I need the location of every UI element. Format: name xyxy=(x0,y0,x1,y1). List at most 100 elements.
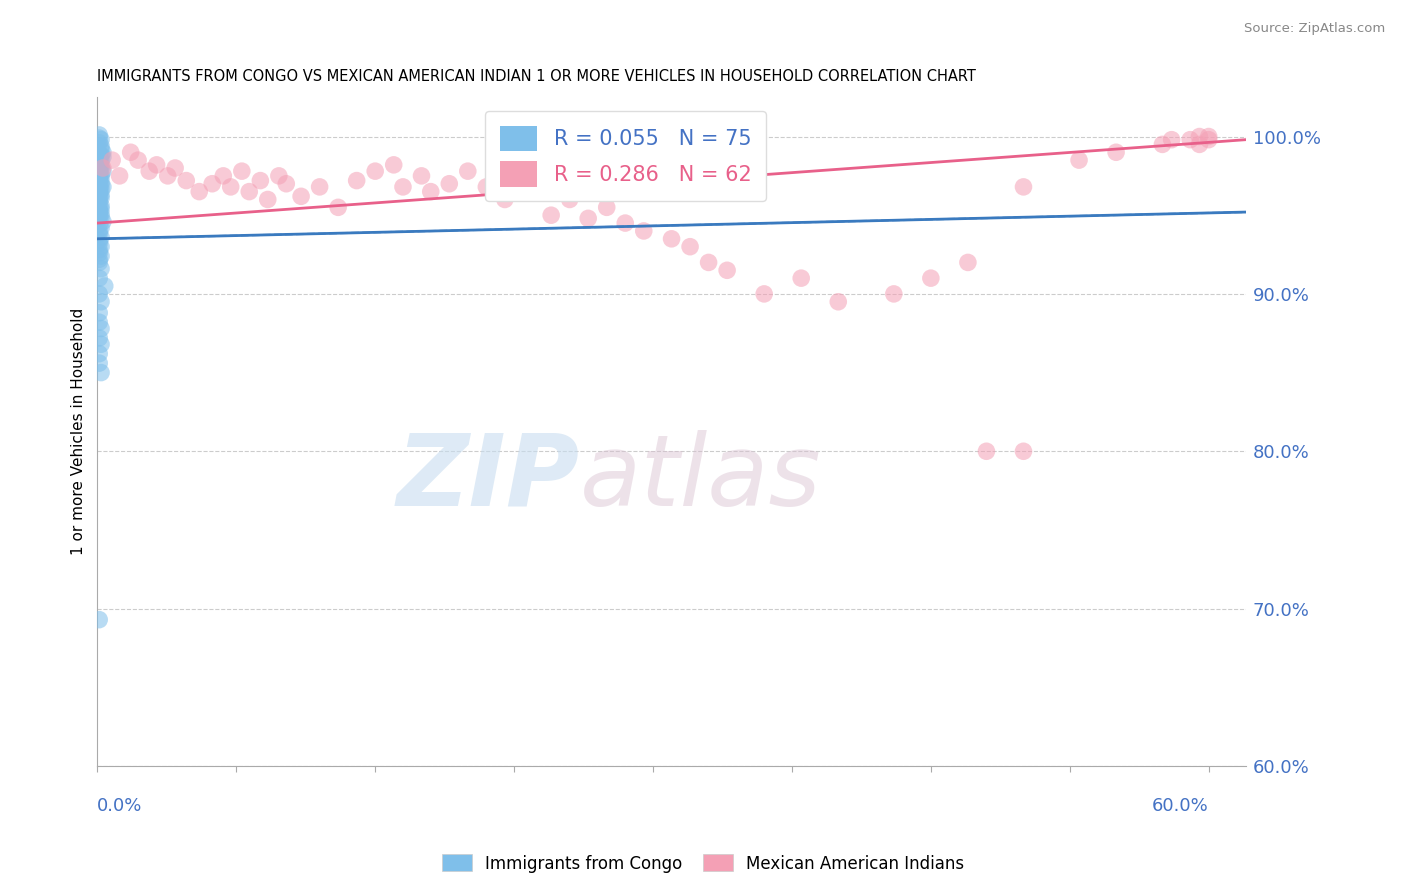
Point xyxy=(89,211,111,226)
Point xyxy=(91,180,114,194)
Point xyxy=(1067,153,1090,168)
Point xyxy=(883,286,905,301)
Point xyxy=(90,153,112,168)
Point xyxy=(89,331,111,345)
Point xyxy=(90,199,112,213)
Point xyxy=(576,211,599,226)
Point xyxy=(89,255,111,269)
Point xyxy=(89,173,111,187)
Point xyxy=(89,243,111,257)
Point xyxy=(522,173,544,187)
Point xyxy=(439,177,461,191)
Point xyxy=(457,164,479,178)
Point xyxy=(89,200,111,214)
Point xyxy=(89,185,111,199)
Point xyxy=(156,169,179,183)
Point xyxy=(633,224,655,238)
Point xyxy=(90,294,112,309)
Point xyxy=(976,444,998,458)
Point xyxy=(267,169,290,183)
Point xyxy=(89,193,111,207)
Point xyxy=(90,133,112,147)
Point xyxy=(419,185,441,199)
Point xyxy=(89,186,111,201)
Point xyxy=(89,271,111,285)
Point xyxy=(1188,137,1211,152)
Point xyxy=(90,158,112,172)
Point xyxy=(94,279,117,293)
Point xyxy=(89,233,111,247)
Point xyxy=(614,216,637,230)
Point xyxy=(90,161,112,175)
Text: 0.0%: 0.0% xyxy=(97,797,143,814)
Point xyxy=(89,189,111,203)
Point xyxy=(120,145,142,160)
Point xyxy=(754,286,776,301)
Point xyxy=(346,173,368,187)
Point xyxy=(91,145,114,160)
Point xyxy=(91,150,114,164)
Point xyxy=(920,271,942,285)
Point xyxy=(89,347,111,361)
Point xyxy=(90,170,112,185)
Point xyxy=(697,255,720,269)
Point xyxy=(90,187,112,202)
Point xyxy=(89,154,111,169)
Y-axis label: 1 or more Vehicles in Household: 1 or more Vehicles in Household xyxy=(72,308,86,555)
Point xyxy=(89,236,111,251)
Point xyxy=(90,240,112,254)
Point xyxy=(558,193,581,207)
Point xyxy=(90,230,112,244)
Point xyxy=(540,208,562,222)
Point xyxy=(89,208,111,222)
Point xyxy=(89,205,111,219)
Point xyxy=(89,136,111,150)
Point xyxy=(1198,133,1220,147)
Point xyxy=(145,158,167,172)
Point xyxy=(249,173,271,187)
Point xyxy=(411,169,433,183)
Point xyxy=(790,271,813,285)
Point xyxy=(90,167,112,181)
Point xyxy=(90,366,112,380)
Point xyxy=(89,128,111,142)
Point xyxy=(90,220,112,235)
Point xyxy=(256,193,278,207)
Point xyxy=(716,263,738,277)
Point xyxy=(89,131,111,145)
Point xyxy=(90,249,112,263)
Point xyxy=(90,148,112,162)
Point xyxy=(90,261,112,276)
Point xyxy=(89,146,111,161)
Point xyxy=(308,180,330,194)
Point xyxy=(475,180,498,194)
Point xyxy=(1012,180,1035,194)
Point xyxy=(90,321,112,335)
Point xyxy=(1180,133,1202,147)
Point xyxy=(364,164,387,178)
Point xyxy=(276,177,298,191)
Point xyxy=(212,169,235,183)
Point xyxy=(89,315,111,329)
Point xyxy=(89,252,111,267)
Point xyxy=(89,169,111,183)
Point xyxy=(89,156,111,170)
Point xyxy=(90,178,112,193)
Point xyxy=(382,158,405,172)
Point xyxy=(89,286,111,301)
Point xyxy=(127,153,149,168)
Text: ZIP: ZIP xyxy=(396,430,579,527)
Point xyxy=(238,185,260,199)
Text: Source: ZipAtlas.com: Source: ZipAtlas.com xyxy=(1244,22,1385,36)
Text: atlas: atlas xyxy=(579,430,821,527)
Point xyxy=(108,169,131,183)
Point xyxy=(827,294,849,309)
Point xyxy=(90,142,112,156)
Point xyxy=(1188,129,1211,144)
Point xyxy=(201,177,224,191)
Point xyxy=(89,181,111,195)
Point xyxy=(328,200,350,214)
Point xyxy=(90,210,112,224)
Point xyxy=(89,224,111,238)
Point xyxy=(1152,137,1174,152)
